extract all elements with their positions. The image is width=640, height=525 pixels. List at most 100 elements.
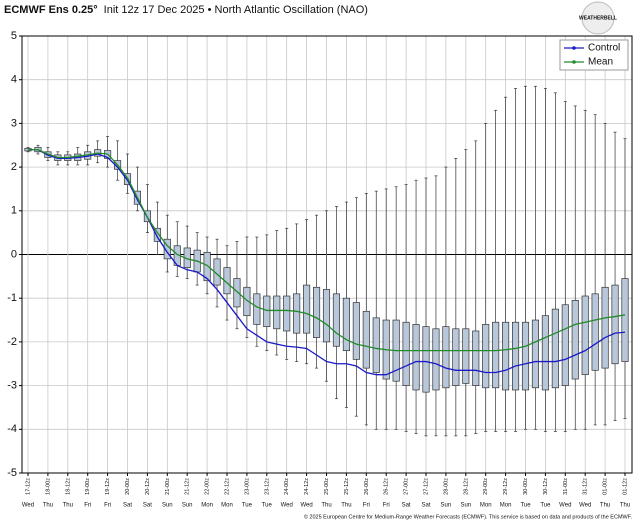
x-tick-label: 19-00z	[85, 478, 91, 495]
y-tick-label: -1	[7, 292, 17, 304]
box-body	[482, 324, 490, 389]
legend-label: Control	[588, 43, 620, 54]
box	[233, 241, 241, 330]
box-body	[591, 293, 599, 371]
day-label: Wed	[579, 503, 591, 509]
box-body	[422, 326, 430, 393]
box	[541, 88, 549, 432]
box-body	[243, 286, 251, 317]
day-label: Wed	[22, 503, 34, 509]
x-tick-label: 20-12z	[145, 478, 151, 495]
box-body	[322, 289, 331, 343]
box	[531, 85, 540, 430]
x-tick-label: 25-00z	[324, 478, 330, 495]
day-label: Thu	[63, 503, 73, 509]
day-label: Mon	[221, 503, 233, 509]
box	[482, 123, 490, 432]
day-label: Mon	[201, 503, 213, 509]
legend-marker	[572, 60, 576, 64]
box-body	[303, 284, 311, 334]
box-body	[203, 251, 211, 282]
x-tick-label: 01-00z	[603, 478, 609, 495]
box	[511, 88, 520, 432]
box-body	[153, 227, 161, 242]
day-label: Sun	[162, 503, 173, 509]
day-label: Thu	[620, 503, 630, 509]
y-tick-label: 0	[11, 248, 17, 260]
day-label: Tue	[540, 503, 551, 509]
day-label: Fri	[104, 503, 111, 509]
y-tick-label: -5	[7, 467, 17, 479]
box-body	[502, 321, 510, 391]
x-tick-label: 28-12z	[463, 478, 469, 495]
x-tick-label: 30-12z	[543, 478, 549, 495]
box	[492, 109, 500, 432]
series-line	[28, 148, 626, 352]
day-label: Wed	[559, 503, 571, 509]
box	[273, 230, 281, 356]
box	[352, 197, 360, 417]
day-label: Sun	[182, 503, 193, 509]
x-tick-label: 30-00z	[523, 478, 529, 495]
box-body	[412, 324, 420, 391]
box-body	[581, 295, 589, 376]
box	[422, 177, 430, 437]
y-tick-label: 5	[11, 30, 17, 42]
box-body	[511, 321, 520, 391]
box-body	[352, 302, 360, 360]
box	[253, 236, 261, 347]
legend-box	[559, 39, 629, 71]
x-tick-label: 31-12z	[583, 478, 589, 495]
x-tick-label: 22-00z	[205, 478, 211, 495]
box	[283, 227, 291, 360]
x-tick-label: 24-12z	[304, 478, 310, 495]
day-label: Sat	[143, 503, 152, 509]
x-tick-label: 21-00z	[165, 478, 171, 495]
box-body	[521, 321, 530, 391]
y-tick-label: 3	[11, 117, 17, 129]
box	[581, 109, 589, 430]
series-line	[28, 148, 626, 376]
box-body	[601, 286, 609, 369]
box-body	[531, 319, 540, 389]
x-tick-label: 29-12z	[503, 478, 509, 495]
day-label: Thu	[43, 503, 53, 509]
day-label: Thu	[600, 503, 610, 509]
box	[243, 236, 251, 338]
box-body	[472, 330, 480, 386]
x-tick-label: 01-12z	[622, 478, 628, 495]
x-tick-label: 21-12z	[185, 478, 191, 495]
y-tick-label: -4	[7, 423, 17, 435]
box-body	[561, 304, 569, 386]
x-tick-label: 23-00z	[244, 478, 250, 495]
x-tick-label: 19-12z	[105, 478, 111, 495]
x-tick-label: 18-12z	[65, 478, 71, 495]
box	[412, 179, 420, 435]
box-body	[313, 286, 321, 338]
day-label: Thu	[321, 503, 331, 509]
day-label: Tue	[262, 503, 273, 509]
box	[293, 223, 301, 362]
day-label: Wed	[300, 503, 312, 509]
box	[362, 192, 370, 426]
box	[502, 96, 510, 432]
box-body	[362, 310, 370, 369]
box	[452, 158, 460, 437]
box-body	[492, 321, 500, 389]
day-label: Sun	[460, 503, 471, 509]
x-tick-label: 18-00z	[45, 478, 51, 495]
box	[372, 190, 380, 430]
box	[153, 201, 161, 255]
box	[203, 236, 211, 295]
day-label: Sat	[123, 503, 132, 509]
logo-circle	[581, 1, 615, 35]
box	[472, 140, 480, 435]
box-body	[611, 284, 619, 365]
x-tick-label: 24-00z	[284, 478, 290, 495]
day-label: Mon	[500, 503, 512, 509]
day-label: Fri	[84, 503, 91, 509]
box-body	[402, 321, 410, 386]
y-tick-label: 2	[11, 161, 17, 173]
day-label: Sun	[441, 503, 452, 509]
